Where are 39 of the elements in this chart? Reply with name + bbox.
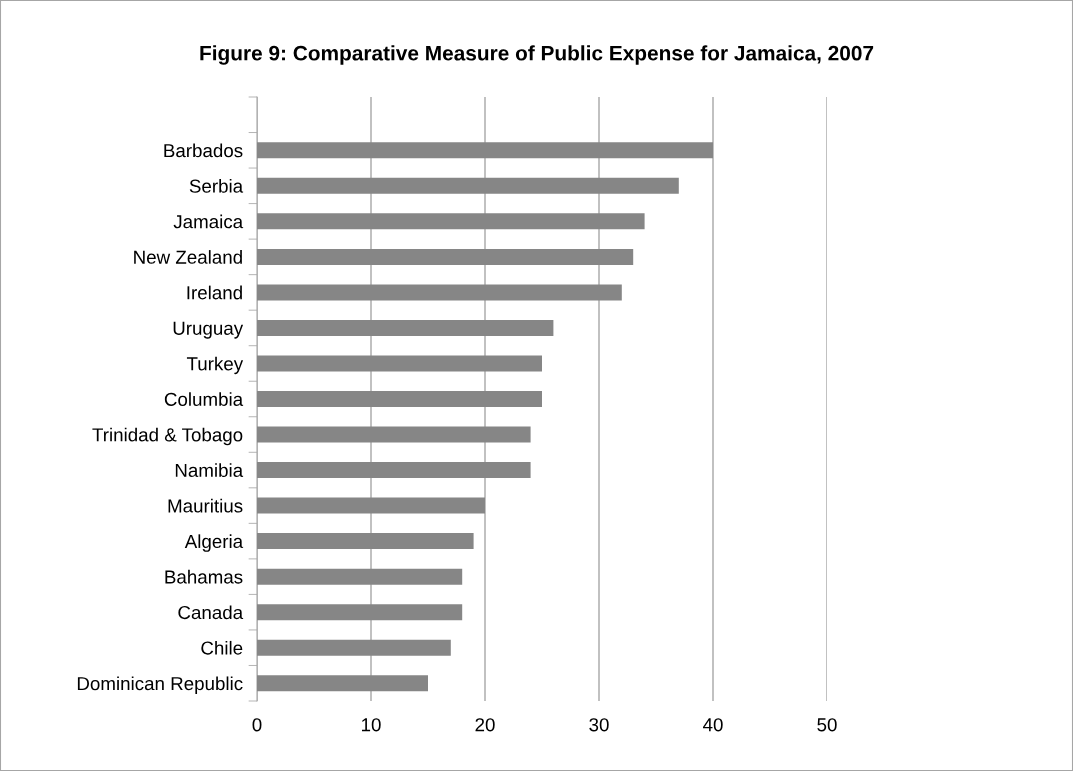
y-tick-label: Columbia xyxy=(164,392,244,406)
y-tick-label: Bahamas xyxy=(165,569,243,584)
y-tick-label: Ireland xyxy=(187,285,242,300)
y-tick-label: Turkey xyxy=(186,356,244,375)
x-tick-label: 0 xyxy=(252,718,262,732)
y-tick-label: Dominican Republic xyxy=(77,676,243,694)
y-tick-label: New Zealand xyxy=(134,250,242,264)
y-tick-label: Uruguay xyxy=(173,321,244,339)
bar xyxy=(257,426,531,443)
y-tick-label: Algeria xyxy=(184,534,244,552)
y-tick-label: Barbados xyxy=(164,143,243,158)
bar xyxy=(257,177,679,194)
y-tick-label: Mauritius xyxy=(168,498,243,513)
y-tick-label: Trinidad & Tobago xyxy=(92,427,243,446)
y-tick-label: Serbia xyxy=(189,179,244,193)
x-tick-label: 30 xyxy=(589,718,609,732)
bar xyxy=(257,533,474,550)
bar xyxy=(257,355,542,372)
bar xyxy=(257,319,554,336)
y-tick-label: Chile xyxy=(201,640,243,655)
x-tick-label: 50 xyxy=(817,718,837,732)
y-tick-label: Namibia xyxy=(175,463,244,478)
chart-title: Figure 9: Comparative Measure of Public Expense for Jamaica, 2007 xyxy=(200,45,874,65)
bar xyxy=(257,462,531,479)
x-tick-label: 40 xyxy=(703,718,723,732)
x-tick-label: 10 xyxy=(362,718,381,732)
bar xyxy=(257,391,542,407)
bar xyxy=(257,248,634,265)
y-tick-label: Canada xyxy=(178,605,244,620)
bar xyxy=(257,142,713,159)
y-tick-label: Jamaica xyxy=(173,214,244,229)
bar xyxy=(257,284,622,301)
bar xyxy=(257,604,463,621)
bar xyxy=(257,213,645,230)
bar xyxy=(257,497,485,514)
bar xyxy=(257,675,428,692)
bar xyxy=(257,639,451,656)
x-tick-label: 20 xyxy=(475,718,495,732)
bar xyxy=(257,568,463,585)
